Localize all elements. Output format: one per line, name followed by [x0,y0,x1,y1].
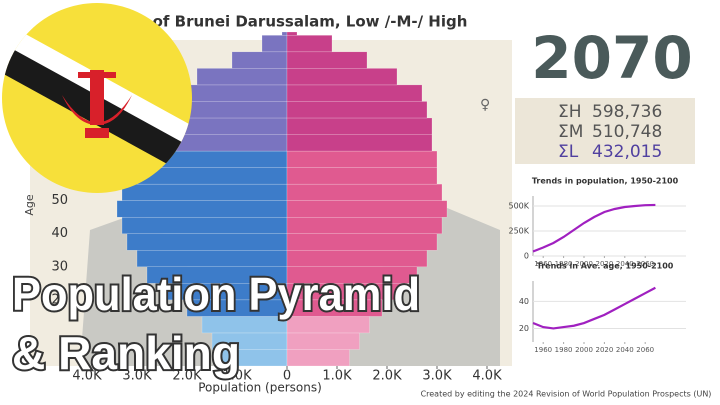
trend-title: Trends in Ave. age, 1950-2100 [537,262,674,271]
pyramid-bar [286,233,438,251]
x-tick-label: 0 [283,369,291,384]
trend-title: Trends in population, 1950-2100 [532,177,679,186]
x-tick-label: 1980 [555,346,573,354]
chart-title: of Brunei Darussalam, Low /-M-/ High [153,13,468,31]
x-tick-label: 2.0K [372,369,402,384]
overlay-title: Population Pyramid [12,268,420,320]
pyramid-bar [286,31,298,36]
x-tick-label: 2040 [616,260,634,268]
y-tick-label: 0 [524,252,529,261]
pyramid-bar [286,117,433,135]
pyramid-bar [286,35,333,53]
x-tick-label: 2000 [575,260,593,268]
pyramid-bar [121,183,288,201]
x-tick-label: 1980 [555,260,573,268]
sum-label: ΣH [558,102,582,122]
x-tick-label: 1960 [534,346,552,354]
x-tick-label: 2040 [616,346,634,354]
comparison-silhouette [80,205,500,366]
x-tick-label: 2020 [595,260,613,268]
trend-line [532,203,656,253]
pyramid-bar [286,332,360,350]
sums: ΣH 598,736 ΣM 510,748 ΣL 432,015 [558,102,662,162]
y-tick-label: 50 [51,193,68,208]
pyramid-bar [231,51,288,69]
trend-charts: Trends in population, 1950-2100 0 250K 500K… [508,177,686,354]
x-tick-label: 1960 [534,260,552,268]
pyramid-bar [286,68,398,86]
pyramid-bar [286,250,428,267]
pyramid-bar [286,216,443,234]
y-tick-label: 250K [508,227,529,236]
x-tick-label: 2060 [636,260,654,268]
pyramid-bar [286,200,448,218]
pyramid-bar [121,216,288,234]
x-tick-label: 3.0K [422,369,452,384]
sum-value: 510,748 [592,122,662,142]
source: Created by editing the 2024 Revision of … [421,390,712,399]
pyramid-bar [136,250,288,267]
x-tick-label: 2000 [575,346,593,354]
y-tick-label: 30 [51,259,68,274]
y-tick-label: 20 [519,324,529,333]
pyramid-bar [286,84,423,102]
y-tick-label: 20 [51,292,68,307]
sums-box [515,98,695,164]
x-tick-label: 1.0K [322,369,352,384]
y-tick-label: 40 [519,297,529,306]
year: 2070 [531,24,692,92]
female-symbol: ♀ [480,97,490,113]
pyramid-bar [286,183,443,201]
pyramid-bar [286,150,438,168]
y-tick-label: 40 [51,226,68,241]
x-tick-label: 1.0K [222,369,252,384]
x-tick-label: 2060 [636,346,654,354]
pyramid-bar [286,101,428,119]
y-tick-label: 500K [508,202,529,211]
sum-label: ΣL [558,142,579,162]
pyramid-bar [286,349,350,367]
x-axis-label: Population (persons) [198,381,322,395]
sum-value: 432,015 [592,142,662,162]
sum-label: ΣM [558,122,583,142]
pyramid-bar [286,51,368,69]
pyramid-bar [261,35,288,53]
y-axis-label: Age [23,194,36,216]
pyramid-bar [116,200,288,218]
pyramid-bar [286,167,438,185]
pyramid-bar [196,68,288,86]
x-tick-label: 2020 [595,346,613,354]
x-tick-label: 2.0K [172,369,202,384]
overlay-subtitle: & Ranking [12,327,240,379]
x-tick-label: 3.0K [122,369,152,384]
pyramid-bar [286,134,433,152]
pyramid-bar [281,31,288,36]
flag [2,3,192,193]
x-tick-label: 4.0K [472,369,502,384]
pyramid: 20 30 40 50 Age 4.0K 3.0K 2.0K 1.0K 0 1.0K 2.0K 3.0K… [23,31,502,395]
sum-value: 598,736 [592,102,662,122]
trend-line [532,286,656,330]
x-tick-label: 4.0K [72,369,102,384]
pyramid-bar [126,233,288,251]
